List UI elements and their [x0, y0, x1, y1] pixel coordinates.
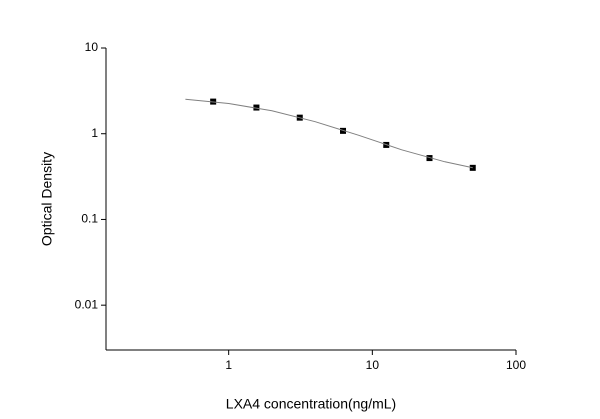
y-axis-title: Optical Density — [39, 152, 55, 246]
y-tick-label: 10 — [85, 40, 99, 54]
x-axis-title: LXA4 concentration(ng/mL) — [226, 396, 396, 412]
x-tick-label: 10 — [366, 358, 380, 372]
x-tick-label: 1 — [225, 358, 232, 372]
y-tick-label: 0.01 — [75, 297, 99, 311]
data-point — [426, 155, 433, 162]
data-point — [253, 104, 260, 111]
fit-curve — [185, 98, 473, 169]
x-tick-label: 100 — [506, 358, 526, 372]
y-tick-label: 1 — [91, 126, 98, 140]
y-tick-label: 0.1 — [81, 212, 98, 226]
